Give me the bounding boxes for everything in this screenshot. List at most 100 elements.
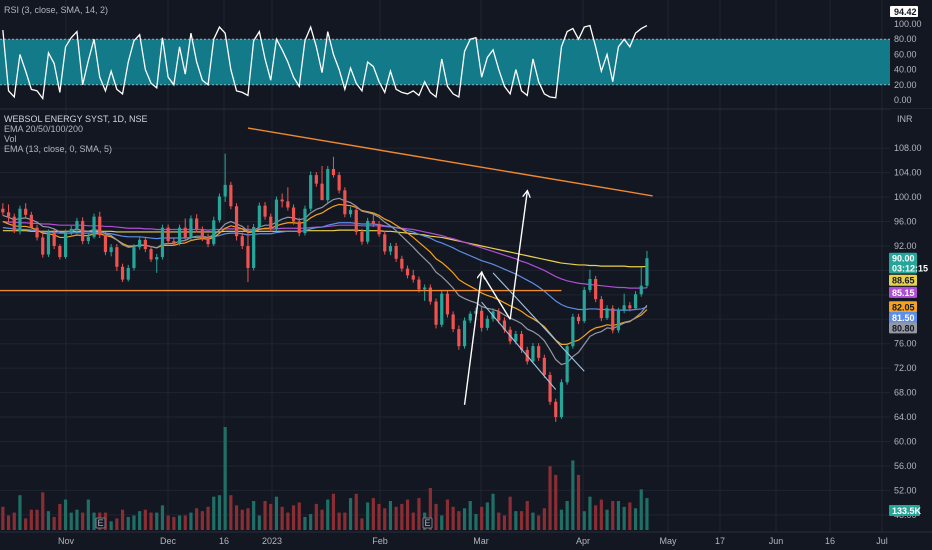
volume-bar [366, 502, 370, 530]
rsi-axis[interactable]: 0.00 20.00 40.00 60.00 80.00 100.00 94.42 [890, 0, 932, 108]
vol-legend[interactable]: Vol [4, 134, 17, 144]
candle-body [223, 184, 227, 197]
volume-bar [63, 499, 68, 530]
candle-body [480, 310, 484, 328]
volume-bar [502, 515, 507, 530]
symbol-legend[interactable]: WEBSOL ENERGY SYST, 1D, NSE [4, 114, 148, 124]
candle-body [428, 287, 432, 302]
time-tick-label: Jun [769, 536, 784, 546]
volume-bar [525, 501, 529, 530]
volume-bar [633, 508, 638, 530]
volume-bar [611, 501, 615, 530]
candle-body [622, 305, 626, 311]
volume-bar [348, 498, 353, 530]
volume-bar [474, 514, 478, 530]
candle-body [628, 305, 632, 309]
volume-bar [542, 508, 546, 530]
candle-body [366, 220, 370, 242]
candle-body [571, 316, 575, 347]
volume-bar [86, 499, 90, 530]
rsi-legend[interactable]: RSI (3, close, SMA, 14, 2) [4, 5, 109, 15]
ema-legend[interactable]: EMA 20/50/100/200 [4, 124, 84, 134]
candle-body [309, 175, 313, 209]
volume-bar [371, 498, 375, 530]
volume-bar [252, 501, 256, 530]
volume-bar [155, 512, 159, 530]
volume-bar [120, 509, 125, 530]
volume-tag [889, 505, 920, 516]
candle-body [331, 168, 336, 176]
time-axis[interactable]: Nov Dec 16 2023 Feb Mar Apr May 17 Jun 16 Jul [0, 531, 932, 550]
candle-body [24, 208, 28, 215]
candlesticks[interactable] [1, 153, 649, 422]
candle-body [29, 214, 33, 228]
candle-body [383, 234, 387, 252]
price-tick-label: 104.00 [894, 168, 922, 178]
candle-body [559, 382, 564, 418]
candle-body [320, 183, 324, 201]
volume-bar [303, 516, 307, 530]
ema13-legend[interactable]: EMA (13, close, 0, SMA, 5) [4, 144, 113, 154]
volume-bar [166, 515, 170, 530]
candle-body [394, 245, 398, 259]
volume-bar [576, 474, 581, 530]
time-tick-label: May [659, 536, 677, 546]
candle-body [434, 301, 438, 325]
volume-bar [571, 460, 575, 530]
candle-body [200, 229, 204, 239]
candle-body [348, 209, 353, 215]
rsi-value-tag [890, 6, 918, 17]
candle-body [360, 231, 364, 242]
candle-body [58, 245, 62, 257]
volume-bar [605, 509, 609, 530]
currency-label: INR [897, 114, 913, 124]
candle-body [109, 247, 113, 253]
volume-bar [217, 495, 222, 530]
volume-bar [599, 499, 603, 530]
candle-body [286, 201, 290, 208]
volume-bar [309, 514, 313, 530]
time-tick-label: 16 [219, 536, 229, 546]
volume-bar [428, 487, 432, 530]
candle-body [69, 228, 73, 233]
arrow-down [481, 272, 511, 320]
candle-body [246, 245, 250, 268]
candle-body [411, 275, 415, 280]
candle-body [314, 175, 318, 184]
rsi-axis-bg [890, 0, 932, 108]
price-tag [889, 301, 917, 313]
candle-body [354, 209, 358, 232]
volume-bar [400, 503, 404, 530]
rsi-pane[interactable] [0, 24, 890, 101]
ema50-line [2, 222, 648, 311]
volume-bar [1, 506, 5, 530]
volume-bar [75, 509, 79, 530]
volume-bar [206, 506, 210, 530]
candle-body [195, 218, 199, 230]
volume-bar [195, 508, 199, 530]
candle-body [594, 278, 598, 300]
candle-body [582, 289, 586, 322]
candle-body [371, 220, 375, 224]
candle-body [98, 216, 102, 235]
volume-bar [377, 503, 381, 530]
price-tag-text: 88.65 [892, 276, 915, 286]
volume-bar [41, 492, 45, 530]
orange-trendline [247, 127, 653, 197]
volume-bar [297, 502, 301, 530]
candle-body [548, 374, 552, 402]
candle-body [189, 218, 193, 239]
candle-body [639, 285, 643, 295]
rsi-band [0, 39, 890, 85]
volume-bar [554, 474, 558, 530]
candle-body [531, 346, 535, 362]
price-tag [889, 322, 917, 334]
volume-bar [46, 511, 51, 530]
candle-body [81, 220, 85, 242]
user-drawings[interactable] [0, 127, 653, 405]
volume-bar [69, 512, 73, 530]
candle-body [166, 227, 170, 242]
